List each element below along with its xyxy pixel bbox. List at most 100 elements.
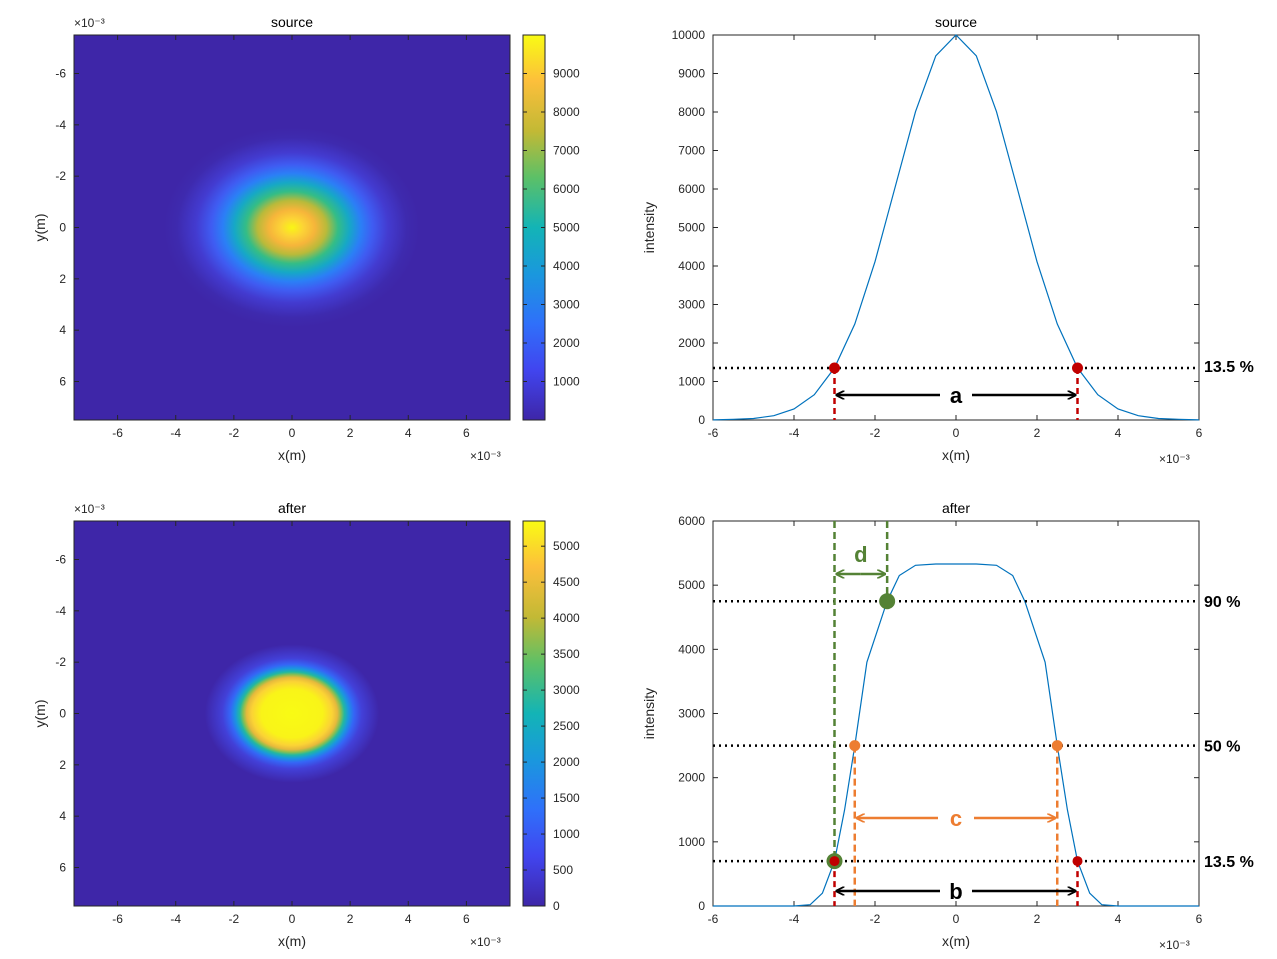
b-point-13: [1072, 856, 1083, 867]
x-axis-label: x(m): [278, 933, 306, 949]
y-tick-label: -6: [55, 67, 66, 81]
colorbar-tick-label: 500: [553, 863, 573, 877]
x-tick-label: -6: [112, 912, 123, 926]
colorbar-tick-label: 5000: [553, 221, 580, 235]
level-label: 13.5 %: [1204, 854, 1254, 871]
x-axis-exponent: ×10⁻³: [1159, 452, 1190, 466]
y-tick-label: 8000: [678, 105, 705, 119]
x-tick-label: 4: [405, 426, 412, 440]
width-label-a: a: [950, 383, 963, 408]
x-tick-label: -2: [870, 426, 881, 440]
c-point-50: [1051, 740, 1063, 752]
d-label: d: [854, 542, 867, 567]
after-heatmap-panel: -6 -4 -2 0 2 4 6 -6 -4 -2 0 2 4 6 after x(m) y(m) ×10⁻³ ×1…: [32, 500, 580, 949]
chart-title: source: [935, 14, 977, 30]
x-tick-label: 6: [1196, 426, 1203, 440]
y-tick-label: 0: [59, 221, 66, 235]
level-label: 50 %: [1204, 739, 1240, 756]
colorbar-tick-label: 3000: [553, 298, 580, 312]
y-tick-label: 9000: [678, 67, 705, 81]
colorbar-tick-label: 7000: [553, 144, 580, 158]
x-axis-exponent: ×10⁻³: [470, 449, 501, 463]
x-tick-label: 6: [1196, 912, 1203, 926]
colorbar-tick-label: 3000: [553, 683, 580, 697]
x-tick-label: 0: [289, 912, 296, 926]
x-tick-label: -6: [708, 912, 719, 926]
y-tick-label: -4: [55, 604, 66, 618]
y-axis-label: intensity: [641, 688, 657, 739]
y-tick-label: 3000: [678, 298, 705, 312]
x-tick-label: 6: [463, 426, 470, 440]
threshold-label: 13.5 %: [1204, 359, 1254, 376]
y-tick-label: 3000: [678, 707, 705, 721]
y-tick-label: -6: [55, 553, 66, 567]
colorbar-tick-label: 4500: [553, 575, 580, 589]
x-axis-label: x(m): [942, 933, 970, 949]
colorbar-tick-label: 0: [553, 899, 560, 913]
chart-title: after: [278, 500, 306, 516]
colorbar-tick-label: 4000: [553, 259, 580, 273]
y-tick-label: 2000: [678, 771, 705, 785]
y-tick-label: 0: [698, 413, 705, 427]
x-tick-label: -4: [170, 426, 181, 440]
b-point-13: [829, 856, 840, 867]
x-tick-label: -2: [870, 912, 881, 926]
y-tick-label: 2: [59, 758, 66, 772]
series-line: [712, 34, 1200, 421]
y-tick-label: -4: [55, 118, 66, 132]
threshold-point: [829, 362, 840, 374]
colorbar-tick-label: 1000: [553, 827, 580, 841]
x-tick-label: -2: [229, 426, 240, 440]
colorbar-tick-label: 9000: [553, 67, 580, 81]
y-tick-label: 1000: [678, 375, 705, 389]
x-tick-label: -4: [789, 912, 800, 926]
plot-frame: [712, 520, 1200, 907]
c-point-50: [849, 740, 861, 752]
source-profile-panel: -6 -4 -2 0 2 4 6 0 1000 2000 3000 4000 5000 6000 7000 8…: [641, 14, 1254, 466]
y-tick-label: 6: [59, 861, 66, 875]
y-tick-label: 4000: [678, 259, 705, 273]
threshold-point: [1072, 362, 1083, 374]
chart-title: after: [942, 500, 970, 516]
x-axis-exponent: ×10⁻³: [1159, 938, 1190, 952]
c-label: c: [950, 806, 962, 831]
x-tick-label: 0: [953, 426, 960, 440]
colorbar: [522, 520, 546, 907]
y-tick-label: 2: [59, 272, 66, 286]
y-axis-label: intensity: [641, 202, 657, 253]
x-tick-label: 0: [289, 426, 296, 440]
colorbar-tick-label: 6000: [553, 182, 580, 196]
y-tick-label: 4000: [678, 642, 705, 656]
y-tick-label: 6000: [678, 182, 705, 196]
y-tick-label: 4: [59, 323, 66, 337]
x-tick-label: 4: [1115, 912, 1122, 926]
y-tick-label: -2: [55, 169, 66, 183]
y-tick-label: 7000: [678, 144, 705, 158]
x-tick-label: -2: [229, 912, 240, 926]
x-axis-label: x(m): [942, 447, 970, 463]
x-tick-label: -4: [789, 426, 800, 440]
x-tick-label: -6: [112, 426, 123, 440]
y-tick-label: 6000: [678, 514, 705, 528]
colorbar-tick-label: 2500: [553, 719, 580, 733]
x-tick-label: -6: [708, 426, 719, 440]
y-tick-label: 6: [59, 375, 66, 389]
colorbar-tick-label: 8000: [553, 105, 580, 119]
x-tick-label: 2: [347, 912, 354, 926]
level-label: 90 %: [1204, 594, 1240, 611]
x-tick-label: 4: [405, 912, 412, 926]
colorbar-tick-label: 5000: [553, 539, 580, 553]
y-tick-label: 2000: [678, 336, 705, 350]
x-axis-label: x(m): [278, 447, 306, 463]
x-tick-label: 2: [347, 426, 354, 440]
y-axis-exponent: ×10⁻³: [74, 16, 105, 30]
y-axis-label: y(m): [32, 214, 48, 242]
chart-title: source: [271, 14, 313, 30]
d-point-90: [879, 593, 896, 610]
plot-frame: [712, 34, 1200, 421]
colorbar-tick-label: 3500: [553, 647, 580, 661]
colorbar-tick-label: 4000: [553, 611, 580, 625]
colorbar-tick-label: 1500: [553, 791, 580, 805]
y-tick-label: 10000: [672, 28, 706, 42]
